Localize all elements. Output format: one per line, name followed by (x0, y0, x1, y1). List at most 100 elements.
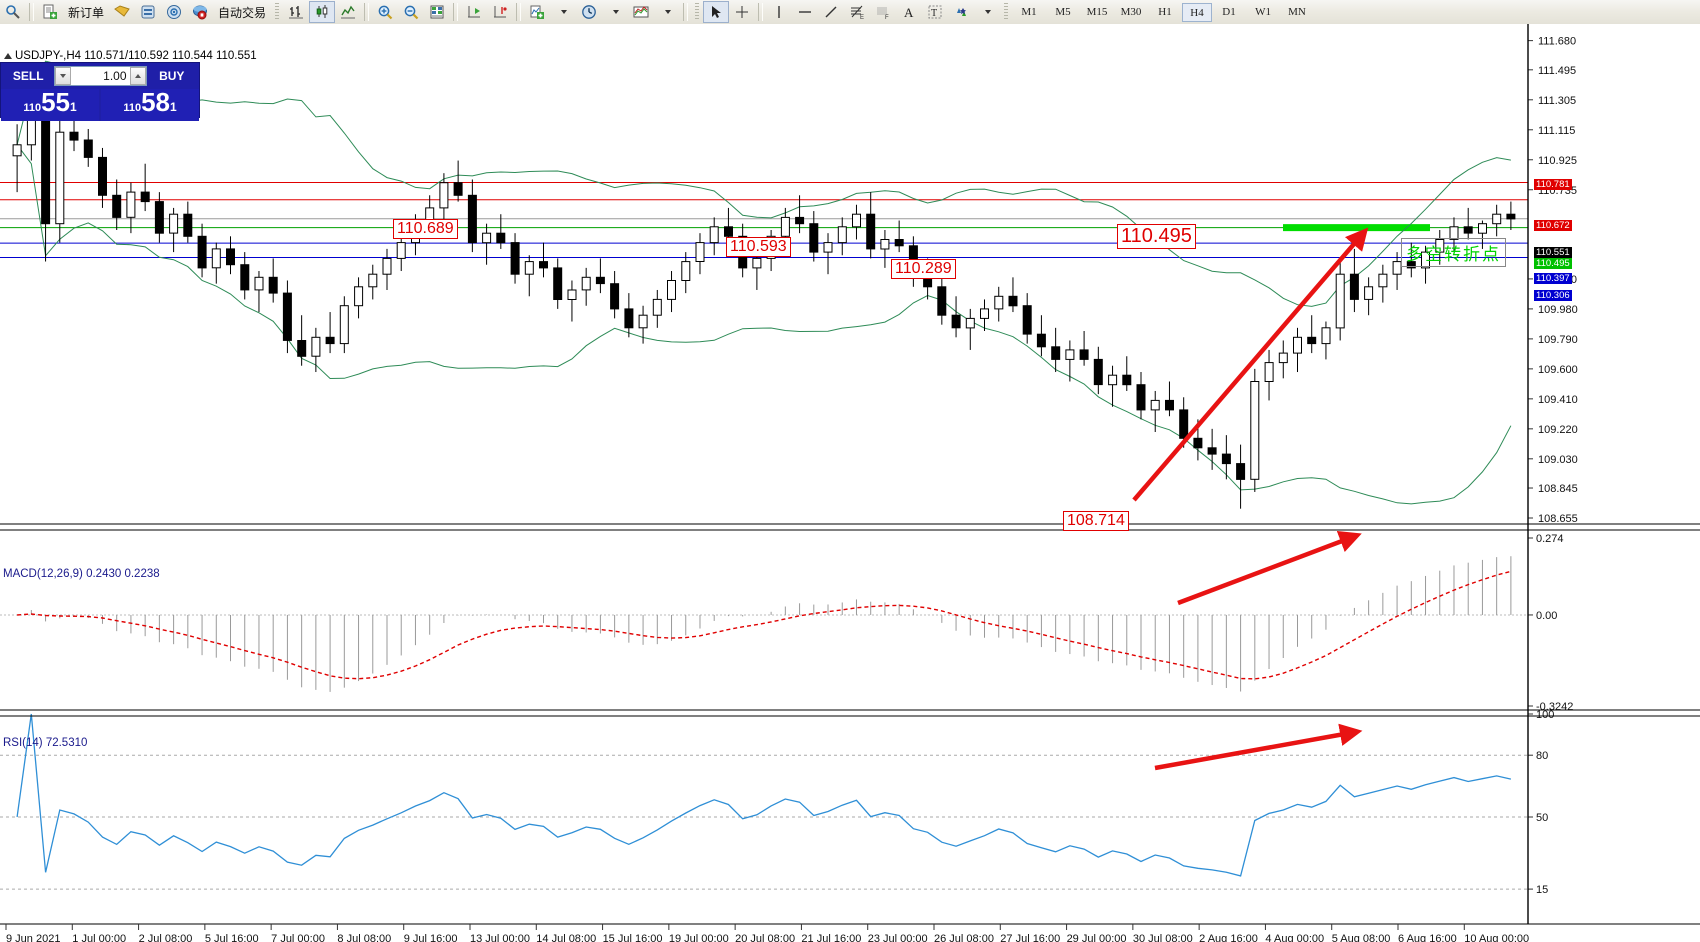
chevron-down-icon[interactable] (602, 1, 628, 23)
svg-text:27 Jul 16:00: 27 Jul 16:00 (1000, 933, 1060, 942)
volume-input[interactable]: 1.00 (103, 69, 127, 83)
vertical-line-icon[interactable] (766, 1, 792, 23)
horizontal-line-icon[interactable] (792, 1, 818, 23)
svg-text:0.00: 0.00 (1536, 610, 1557, 622)
svg-text:6 Aug 16:00: 6 Aug 16:00 (1398, 933, 1457, 942)
svg-text:23 Jul 00:00: 23 Jul 00:00 (868, 933, 928, 942)
equidistant-channel-icon[interactable]: F (870, 1, 896, 23)
toolbar-grip[interactable] (1004, 3, 1009, 21)
sell-label[interactable]: SELL (12, 69, 44, 83)
chart-canvas[interactable]: 111.680 111.495 111.305 111.115 110.925 110.7… (0, 24, 1700, 942)
svg-text:15: 15 (1536, 884, 1548, 896)
autotrading-label[interactable]: 自动交易 (218, 5, 267, 20)
svg-text:15 Jul 16:00: 15 Jul 16:00 (603, 933, 663, 942)
timeframe-h4[interactable]: H4 (1182, 2, 1213, 22)
volume-increment-button[interactable] (129, 67, 146, 85)
volume-stepper[interactable]: 1.00 (53, 66, 147, 86)
templates-icon[interactable] (628, 1, 654, 23)
timeframe-w1[interactable]: W1 (1255, 5, 1271, 18)
fibonacci-icon[interactable]: E (844, 1, 870, 23)
terminal-icon[interactable] (135, 1, 161, 23)
one-click-trade-panel[interactable]: SELL 1.00 BUY 110 55 1 110 58 1 (0, 62, 200, 121)
chevron-down-icon[interactable] (654, 1, 680, 23)
buy-price-sup: 1 (169, 100, 177, 114)
chevron-down-icon[interactable] (550, 1, 576, 23)
timeframe-m15[interactable]: M15 (1086, 5, 1108, 18)
svg-text:10 Aug 00:00: 10 Aug 00:00 (1464, 933, 1529, 942)
price-tag-110672: 110.672 (1534, 220, 1572, 231)
toolbar-grip[interactable] (275, 3, 280, 21)
price-tag-110306: 110.306 (1534, 290, 1572, 301)
indicators-icon[interactable] (524, 1, 550, 23)
macd-label: MACD(12,26,9) 0.2430 0.2238 (3, 568, 160, 580)
svg-text:111.495: 111.495 (1538, 65, 1576, 77)
text-icon[interactable]: A (896, 1, 922, 23)
magnifier-icon[interactable] (0, 1, 26, 23)
svg-text:110.925: 110.925 (1538, 155, 1577, 167)
level-label-108714[interactable]: 108.714 (1063, 511, 1129, 531)
svg-text:A: A (904, 5, 914, 20)
folder-icon[interactable] (109, 1, 135, 23)
new-order-label[interactable]: 新订单 (68, 5, 105, 20)
svg-text:20 Jul 08:00: 20 Jul 08:00 (735, 933, 795, 942)
toolbar-grip[interactable] (695, 3, 700, 21)
period-icon[interactable] (576, 1, 602, 23)
svg-text:F: F (885, 15, 889, 20)
svg-text:9 Jul 16:00: 9 Jul 16:00 (404, 933, 458, 942)
svg-text:2 Jul 08:00: 2 Jul 08:00 (139, 933, 193, 942)
svg-text:109.790: 109.790 (1538, 334, 1578, 346)
buy-price-button[interactable]: 110 58 1 (101, 89, 199, 121)
auto-scroll-icon[interactable] (487, 1, 513, 23)
main-toolbar: 新订单 自动交易 (0, 0, 1700, 25)
svg-text:21 Jul 16:00: 21 Jul 16:00 (801, 933, 861, 942)
trendline-icon[interactable] (818, 1, 844, 23)
candlestick-icon[interactable] (309, 1, 336, 23)
timeframe-d1[interactable]: D1 (1222, 5, 1236, 18)
svg-text:26 Jul 08:00: 26 Jul 08:00 (934, 933, 994, 942)
buy-price-prefix: 110 (123, 102, 142, 114)
autotrading-icon[interactable] (187, 1, 213, 23)
buy-label[interactable]: BUY (159, 69, 185, 83)
timeframe-h1[interactable]: H1 (1158, 5, 1172, 18)
svg-text:5 Aug 08:00: 5 Aug 08:00 (1332, 933, 1391, 942)
price-tag-110495: 110.495 (1534, 258, 1572, 269)
volume-decrement-button[interactable] (54, 67, 71, 85)
zoom-in-icon[interactable] (372, 1, 398, 23)
svg-text:1 Jul 00:00: 1 Jul 00:00 (72, 933, 126, 942)
chevron-down-icon[interactable] (974, 1, 1000, 23)
svg-text:13 Jul 00:00: 13 Jul 00:00 (470, 933, 530, 942)
level-label-110593[interactable]: 110.593 (726, 237, 791, 257)
svg-text:T: T (931, 8, 937, 19)
svg-text:4 Aug 00:00: 4 Aug 00:00 (1265, 933, 1324, 942)
level-label-110689[interactable]: 110.689 (393, 219, 458, 239)
note-box-cn[interactable]: 多空转折点 (1401, 238, 1506, 267)
toolbar-separator (29, 3, 34, 21)
zoom-out-icon[interactable] (398, 1, 424, 23)
data-window-icon[interactable] (424, 1, 450, 23)
svg-text:111.115: 111.115 (1538, 125, 1575, 137)
svg-text:111.305: 111.305 (1538, 95, 1576, 107)
chart-shift-icon[interactable] (461, 1, 487, 23)
sell-price-prefix: 110 (23, 102, 42, 114)
sell-price-button[interactable]: 110 55 1 (1, 89, 101, 121)
bar-chart-icon[interactable] (283, 1, 309, 23)
timeframe-mn[interactable]: MN (1288, 5, 1306, 18)
collapse-icon[interactable] (4, 53, 12, 59)
timeframe-m30[interactable]: M30 (1120, 5, 1142, 18)
cursor-icon[interactable] (703, 1, 730, 23)
price-tag-110781: 110.781 (1534, 179, 1572, 190)
shapes-icon[interactable] (948, 1, 974, 23)
symbol-header: USDJPY-,H4 110.571/110.592 110.544 110.5… (4, 50, 257, 62)
chart-area[interactable]: 111.680 111.495 111.305 111.115 110.925 110.7… (0, 24, 1700, 942)
level-label-110495[interactable]: 110.495 (1117, 224, 1196, 249)
new-order-icon[interactable] (37, 1, 63, 23)
sell-price-main: 55 (41, 87, 70, 117)
level-label-110289[interactable]: 110.289 (891, 259, 956, 279)
crosshair-icon[interactable] (729, 1, 755, 23)
timeframe-m5[interactable]: M5 (1055, 5, 1071, 18)
navigator-icon[interactable] (161, 1, 187, 23)
label-icon[interactable]: T (922, 1, 948, 23)
sell-price-sup: 1 (69, 100, 77, 114)
line-chart-icon[interactable] (335, 1, 361, 23)
timeframe-m1[interactable]: M1 (1021, 5, 1037, 18)
